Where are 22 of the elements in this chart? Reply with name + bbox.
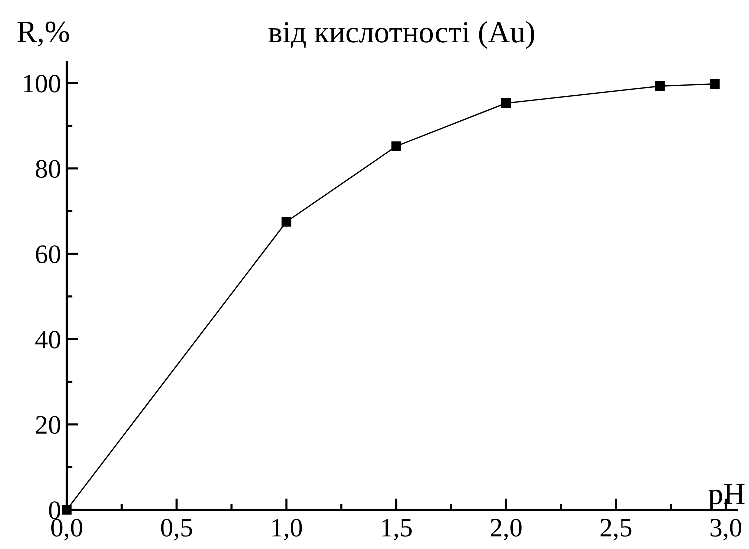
x-tick-label: 2,5 <box>600 519 632 541</box>
y-tick-label: 60 <box>36 246 60 264</box>
y-tick-label: 80 <box>36 160 60 178</box>
chart-title: від кислотності (Au) <box>268 21 534 50</box>
y-axis-title: R,% <box>18 22 70 47</box>
x-tick-label: 2,0 <box>491 519 522 541</box>
point <box>710 79 720 90</box>
x-tick-label: 0,5 <box>161 519 192 541</box>
point <box>655 81 665 92</box>
y-tick-label: 40 <box>36 330 60 349</box>
y-tick-label: 0 <box>49 502 60 520</box>
x-tick-label: 3,0 <box>710 519 742 541</box>
point <box>282 217 292 227</box>
point <box>392 142 402 152</box>
x-tick-label: 0,0 <box>52 519 82 541</box>
x-tick-label: 1,5 <box>382 519 412 541</box>
point <box>501 98 512 108</box>
x-tick-label: 1,0 <box>272 519 302 541</box>
y-tick-label: 20 <box>36 416 60 434</box>
point <box>62 505 72 515</box>
x-axis-title: pH <box>708 484 745 511</box>
y-tick-label: 100 <box>24 74 60 93</box>
